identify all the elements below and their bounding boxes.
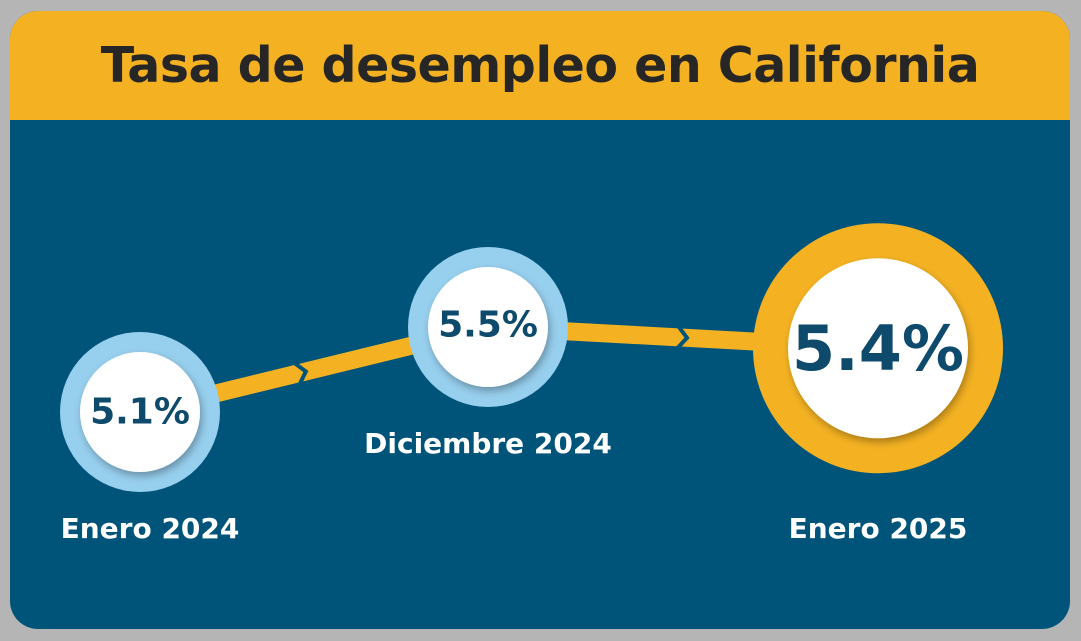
category-label: Enero 2024: [61, 512, 240, 545]
value-label: 5.5%: [438, 305, 538, 346]
infographic-card: Tasa de desempleo en California 5.1% Ener…: [10, 11, 1070, 629]
category-label: Enero 2025: [789, 512, 968, 545]
header-banner: Tasa de desempleo en California: [10, 11, 1070, 120]
chevron-arrow-icon: [292, 360, 309, 387]
data-point-circle: [428, 267, 548, 387]
chart-area: 5.1% Enero 2024 5.5% Diciembre 2024 5.4% Ener…: [60, 223, 1003, 545]
category-label: Diciembre 2024: [364, 427, 612, 460]
data-point-circle: [80, 352, 200, 472]
data-point-circle: [788, 258, 968, 439]
value-label: 5.4%: [792, 312, 964, 385]
chart-title: Tasa de desempleo en California: [100, 37, 980, 94]
value-label: 5.1%: [90, 392, 190, 433]
chevron-arrow-icon: [674, 324, 690, 351]
